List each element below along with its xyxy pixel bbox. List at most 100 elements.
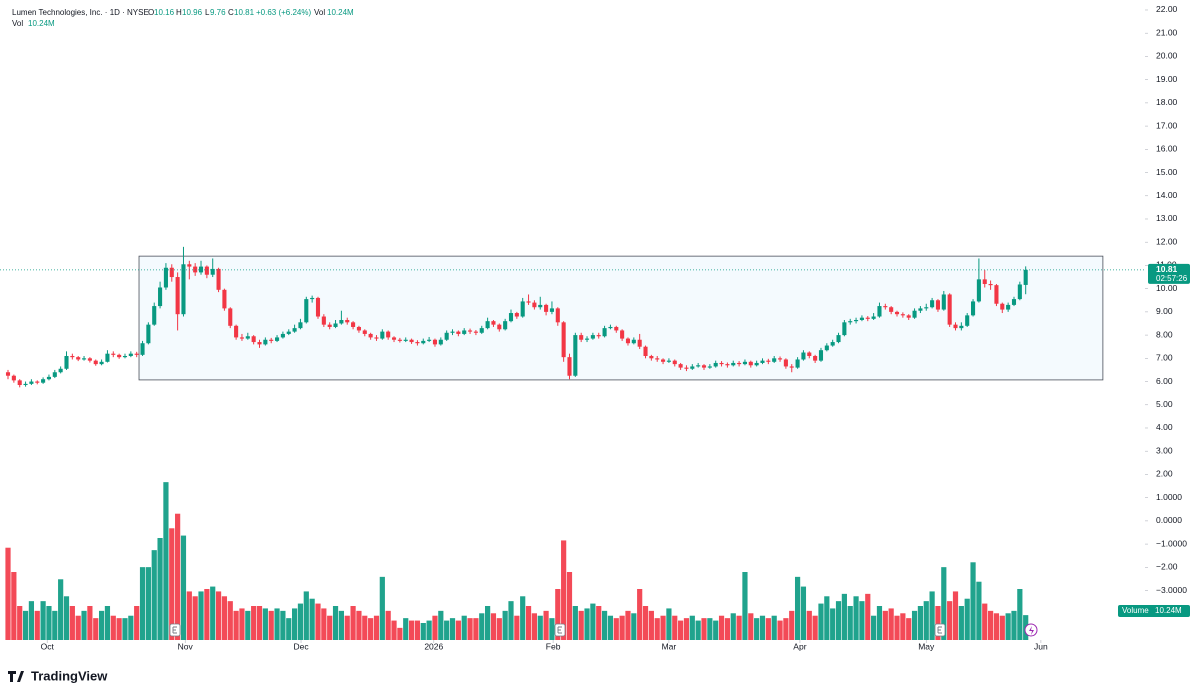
volume-bar	[970, 562, 976, 640]
candle-body	[830, 342, 835, 346]
y-tick-label: 18.00	[1156, 97, 1178, 107]
volume-bar	[754, 618, 760, 640]
volume-bar	[251, 606, 257, 640]
candle-body	[269, 339, 274, 341]
candle-body	[930, 300, 935, 308]
volume-bar	[619, 615, 625, 640]
volume-bar	[1017, 589, 1023, 640]
candle-body	[666, 360, 671, 362]
volume-bar	[765, 618, 771, 640]
volume-bar	[666, 608, 672, 640]
volume-bar	[303, 591, 309, 640]
candle-body	[772, 358, 777, 362]
candle-body	[368, 333, 373, 338]
y-tick-label: −2.00	[1156, 562, 1178, 572]
volume-bar	[52, 610, 58, 640]
candle-body	[409, 339, 414, 343]
candle-body	[584, 338, 590, 340]
volume-bar	[473, 618, 479, 640]
candle-body	[813, 355, 818, 361]
volume-bar	[555, 589, 561, 640]
candle-body	[158, 287, 163, 307]
volume-bar	[145, 567, 151, 640]
volume-bar	[479, 613, 485, 640]
volume-layer	[5, 482, 1029, 640]
volume-bar	[46, 606, 52, 640]
volume-bar	[69, 606, 75, 640]
candle-body	[555, 308, 560, 323]
candle-body	[403, 339, 408, 341]
volume-bar	[976, 581, 982, 640]
candle-body	[672, 360, 677, 365]
volume-bar	[537, 615, 543, 640]
candle-body	[163, 267, 168, 288]
volume-bar	[321, 608, 327, 640]
candle-body	[386, 331, 391, 338]
candle-body	[538, 304, 543, 308]
candle-body	[52, 372, 57, 377]
candle-body	[631, 339, 636, 344]
candle-body	[1006, 304, 1011, 310]
volume-bar	[789, 610, 795, 640]
candle-body	[64, 355, 69, 369]
volume-bar	[514, 615, 520, 640]
candle-body	[684, 367, 689, 369]
volume-bar	[736, 615, 742, 640]
candle-body	[35, 381, 40, 383]
candle-body	[280, 333, 285, 338]
candle-body	[760, 360, 765, 363]
candle-body	[152, 306, 157, 325]
volume-bar	[830, 608, 836, 640]
candle-body	[146, 324, 151, 344]
candle-body	[625, 338, 631, 344]
event-icon	[1024, 623, 1038, 637]
candle-body	[818, 350, 824, 361]
last-price-box	[1148, 263, 1190, 284]
y-tick-label: 8.00	[1156, 329, 1173, 339]
candle-body	[257, 342, 262, 345]
candle-body	[315, 297, 321, 317]
candle-body	[573, 335, 578, 376]
volume-bar	[356, 610, 362, 640]
volume-bar	[362, 615, 368, 640]
volume-bar	[180, 535, 187, 640]
volume-bar	[338, 610, 344, 640]
volume-bar	[941, 567, 947, 640]
volume-bar	[297, 603, 304, 640]
volume-bar	[116, 618, 122, 640]
volume-bar	[888, 608, 894, 640]
volume-bar	[923, 601, 929, 640]
y-tick-label: 15.00	[1156, 167, 1178, 177]
y-tick-label: −1.0000	[1156, 538, 1187, 548]
candle-body	[842, 322, 847, 336]
candle-body	[497, 324, 502, 330]
candle-body	[351, 322, 356, 327]
y-tick-label: 4.00	[1156, 422, 1173, 432]
volume-bar	[5, 547, 11, 640]
candle-body	[532, 302, 537, 308]
volume-bar	[110, 615, 116, 640]
y-tick-label: 5.00	[1156, 399, 1173, 409]
volume-bar	[982, 603, 988, 640]
candle-body	[976, 279, 981, 302]
candle-body	[503, 321, 508, 330]
volume-bar	[952, 591, 959, 640]
volume-bar	[678, 620, 684, 640]
y-tick-label: 22.00	[1156, 4, 1178, 14]
volume-bar	[648, 610, 654, 640]
candle-layer	[5, 246, 1028, 388]
volume-bar	[128, 615, 134, 640]
candle-body	[140, 343, 145, 355]
candle-body	[321, 316, 326, 325]
candle-body	[491, 321, 496, 325]
volume-bar	[783, 618, 789, 640]
open-value: 10.16	[154, 8, 175, 17]
range-rectangle	[138, 255, 1104, 381]
volume-bar	[876, 606, 883, 640]
candle-body	[906, 315, 911, 318]
volume-bar	[958, 606, 964, 640]
candle-body	[590, 335, 595, 339]
candle-body	[637, 339, 642, 347]
volume-bar	[713, 620, 719, 640]
